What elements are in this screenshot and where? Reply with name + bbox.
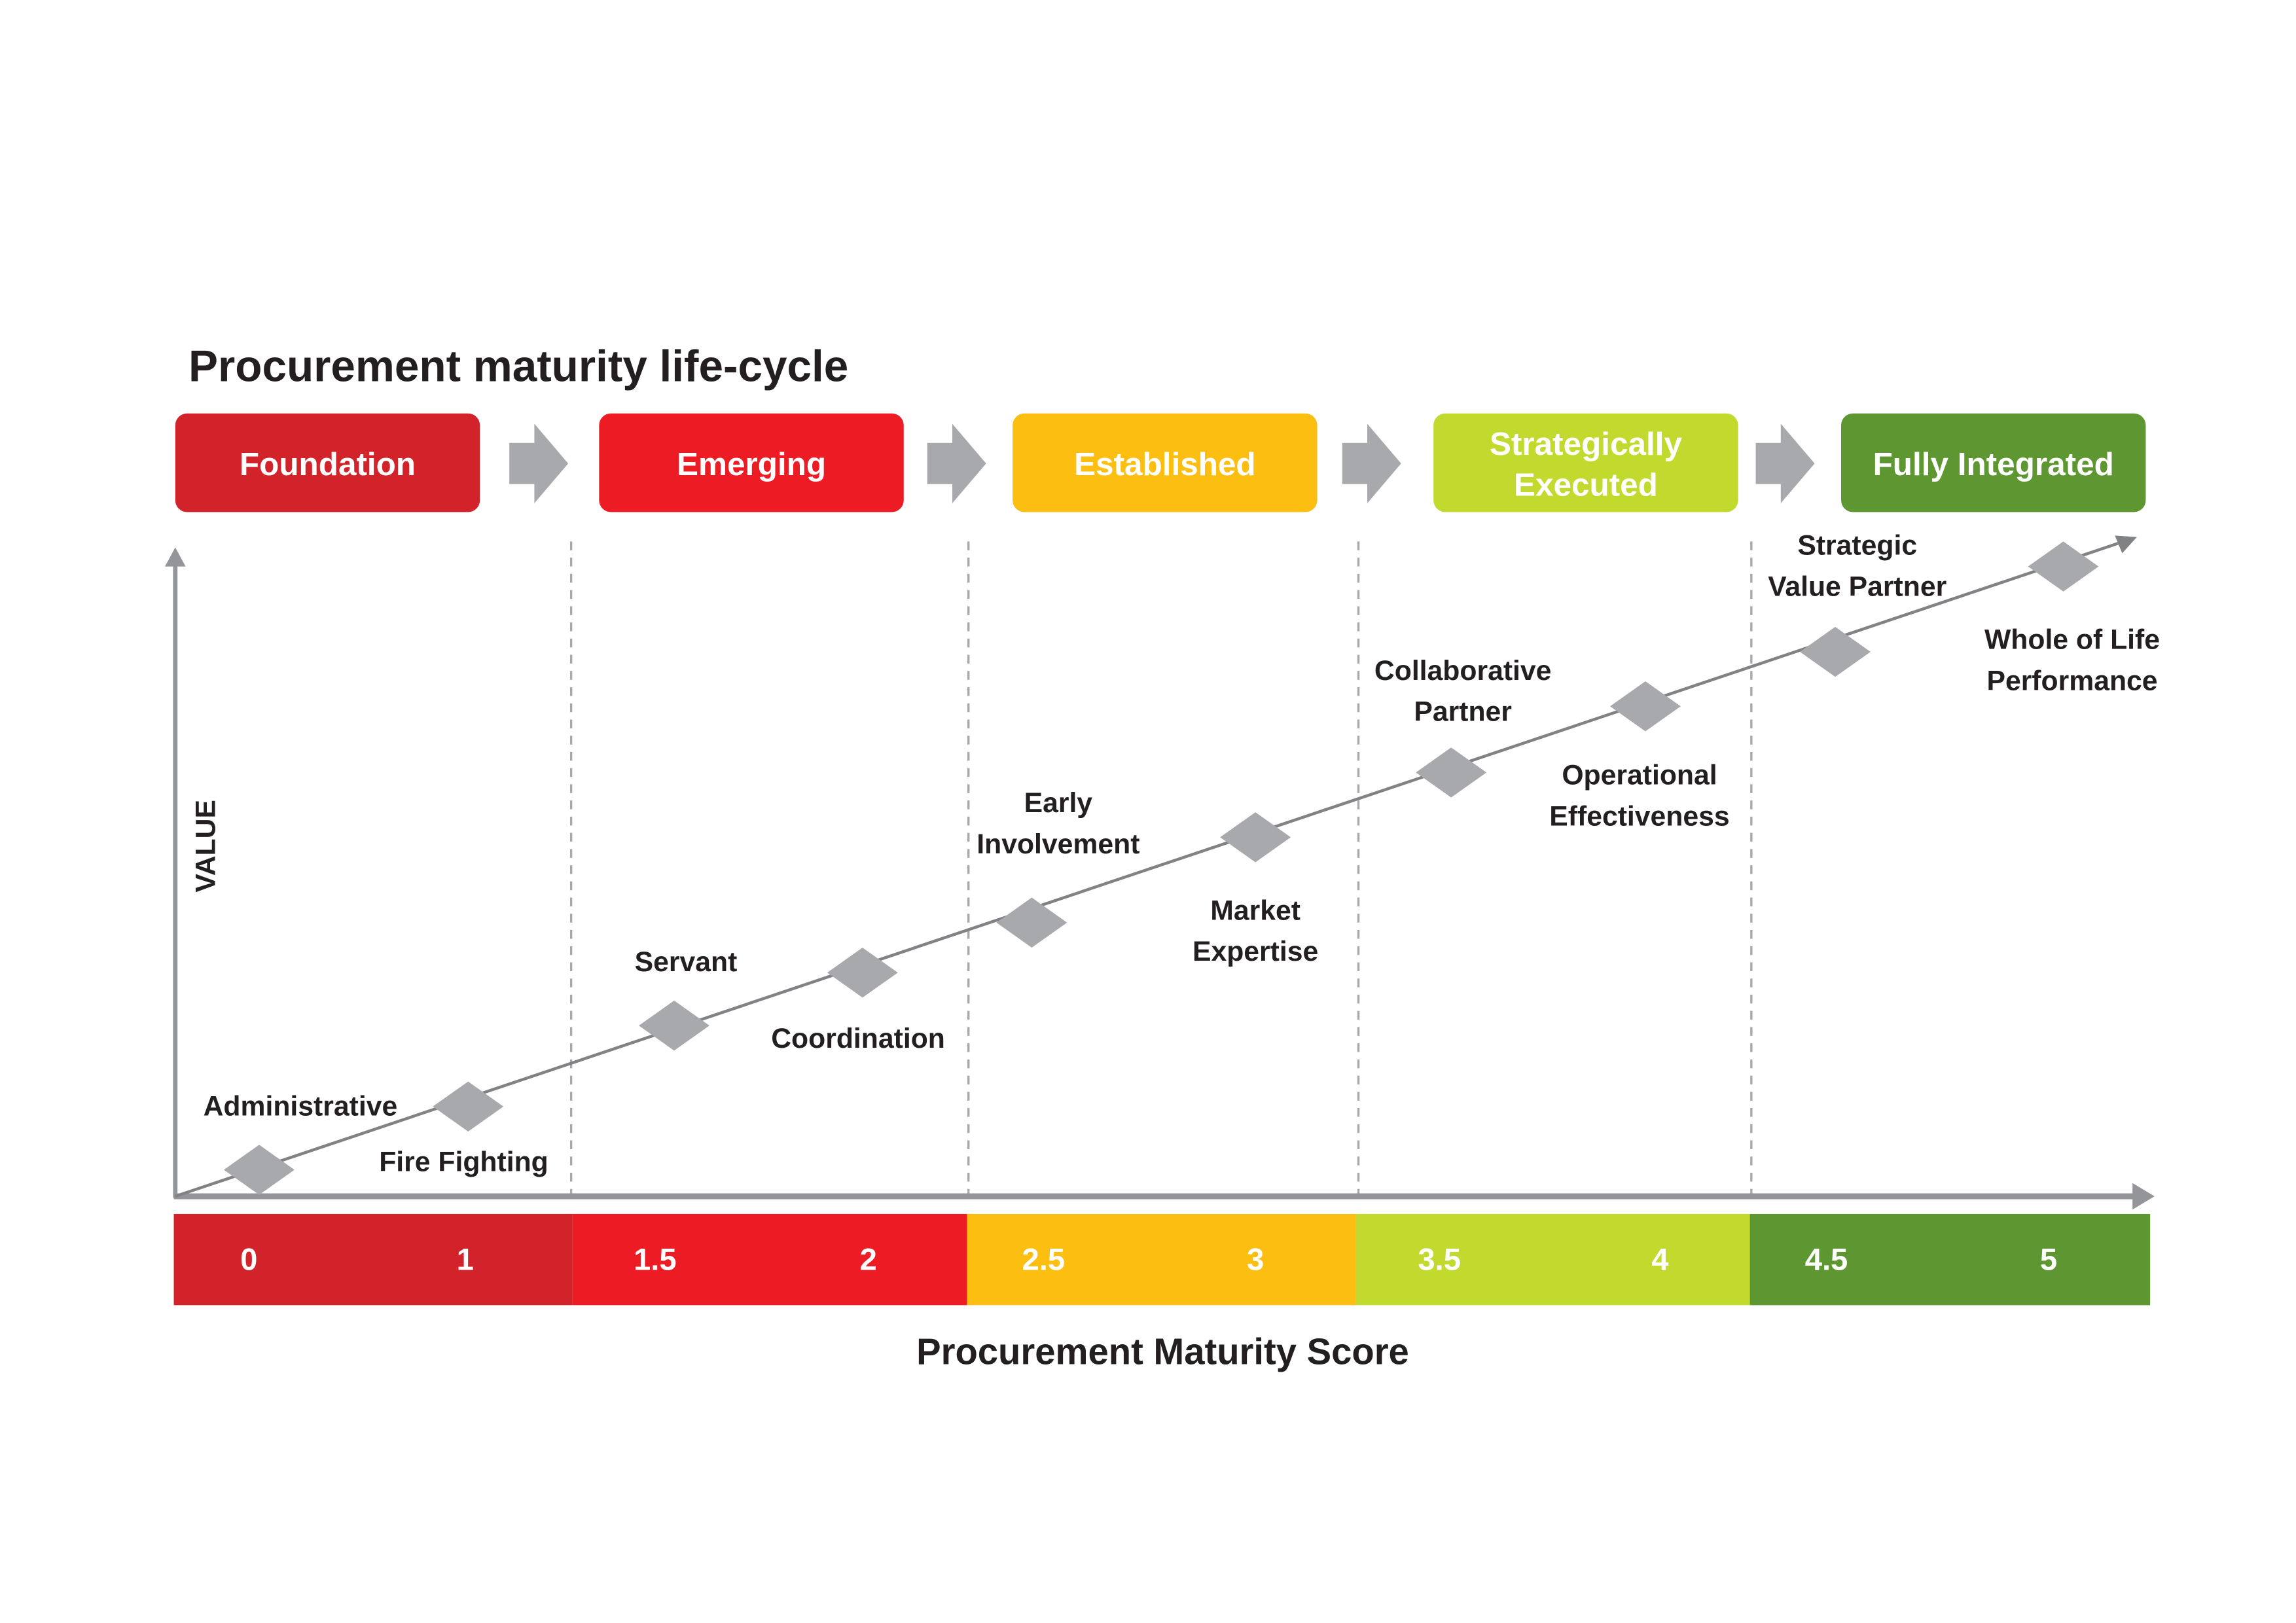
stage-box xyxy=(599,413,904,512)
stage-label: Executed xyxy=(1514,467,1658,503)
milestone-label: Performance xyxy=(1986,666,2157,697)
milestone-label: Operational xyxy=(1562,759,1717,791)
score-band: 1.5 2 xyxy=(572,1213,967,1306)
score-band-fill xyxy=(1749,1213,2151,1306)
milestone-label: Coordination xyxy=(771,1023,945,1054)
score-band-fill xyxy=(572,1213,967,1306)
stage-emerging: Emerging xyxy=(599,413,904,512)
milestone-diamond-icon xyxy=(2028,541,2099,592)
milestone-diamond-icon xyxy=(223,1145,295,1195)
milestone-diamond-icon xyxy=(1800,626,1871,677)
stage-box xyxy=(1841,413,2146,512)
score-tick-label: 1.5 xyxy=(634,1242,677,1277)
milestone-label: Strategic xyxy=(1797,530,1917,562)
stage-fully-integrated: Fully Integrated xyxy=(1841,413,2146,512)
milestone-label: Administrative xyxy=(204,1090,398,1122)
milestone-diamond-icon xyxy=(639,1000,709,1051)
trend-line xyxy=(175,535,2137,1198)
milestone-diamond-icon xyxy=(1220,812,1291,863)
milestone-label: Fire Fighting xyxy=(379,1147,548,1178)
stage-strategically-executed: Strategically Executed xyxy=(1433,413,1738,512)
milestone-label: Whole of Life xyxy=(1984,624,2160,656)
milestone-administrative: Administrative xyxy=(204,1090,398,1195)
milestone-coordination: Coordination xyxy=(771,947,945,1054)
stage-box xyxy=(175,413,480,512)
stage-arrow-icon xyxy=(927,423,986,503)
milestone-early-involvement: Early Involvement xyxy=(977,787,1139,948)
stage-label: Emerging xyxy=(677,446,826,482)
milestone-servant: Servant xyxy=(635,946,738,1051)
score-band-fill xyxy=(967,1213,1356,1306)
milestones: Administrative Fire Fighting Servant Coordi… xyxy=(204,530,2160,1195)
milestone-label: Collaborative xyxy=(1374,655,1552,687)
score-tick-label: 2 xyxy=(860,1242,877,1277)
score-band-fill xyxy=(173,1213,573,1306)
milestone-label: Value Partner xyxy=(1768,571,1946,603)
score-tick-label: 3 xyxy=(1247,1242,1264,1277)
score-tick-label: 5 xyxy=(2040,1242,2057,1277)
milestone-diamond-icon xyxy=(1610,681,1681,732)
x-axis-label: Procurement Maturity Score xyxy=(916,1330,1409,1372)
milestone-strategic-value-partner: Strategic Value Partner xyxy=(1768,530,1946,677)
score-tick-label: 3.5 xyxy=(1418,1242,1461,1277)
milestone-label: Servant xyxy=(635,946,738,978)
milestone-fire-fighting: Fire Fighting xyxy=(379,1081,548,1178)
milestone-label: Involvement xyxy=(977,829,1139,860)
stage-arrow-icon xyxy=(1755,423,1815,503)
stage-box xyxy=(1013,413,1318,512)
stage-established: Established xyxy=(1013,413,1318,512)
milestone-market-expertise: Market Expertise xyxy=(1193,812,1318,967)
stage-label: Established xyxy=(1074,446,1256,482)
score-tick-label: 4 xyxy=(1651,1242,1668,1277)
milestone-label: Effectiveness xyxy=(1549,800,1729,832)
score-tick-label: 2.5 xyxy=(1022,1242,1066,1277)
score-tick-label: 4.5 xyxy=(1805,1242,1848,1277)
stage-label: Fully Integrated xyxy=(1873,446,2114,482)
milestone-label: Market xyxy=(1210,895,1300,926)
stage-label: Foundation xyxy=(240,446,416,482)
milestone-diamond-icon xyxy=(827,947,898,998)
score-band: 3.5 4 xyxy=(1355,1213,1750,1306)
milestone-label: Partner xyxy=(1414,696,1512,728)
milestone-label: Expertise xyxy=(1193,936,1318,967)
stage-arrow-icon xyxy=(1342,423,1401,503)
trend-arrowhead-icon xyxy=(2115,535,2137,554)
score-band-fill xyxy=(1355,1213,1750,1306)
score-tick-label: 1 xyxy=(457,1242,474,1277)
diagram-title: Procurement maturity life-cycle xyxy=(188,342,848,391)
score-band: 2.5 3 xyxy=(967,1213,1356,1306)
milestone-diamond-icon xyxy=(996,897,1067,948)
stage-row: Foundation Emerging Established Strategical… xyxy=(175,413,2146,512)
stage-arrow-icon xyxy=(509,423,569,503)
y-axis-arrowhead-icon xyxy=(165,547,186,567)
milestone-collaborative-partner: Collaborative Partner xyxy=(1374,655,1552,798)
milestone-whole-of-life-performance: Whole of Life Performance xyxy=(1984,541,2160,697)
stage-box xyxy=(1433,413,1738,512)
milestone-operational-effectiveness: Operational Effectiveness xyxy=(1549,681,1730,832)
score-band: 4.5 5 xyxy=(1749,1213,2151,1306)
axes xyxy=(165,547,2155,1210)
stage-dividers xyxy=(569,541,1753,1196)
stage-label: Strategically xyxy=(1490,426,1683,462)
milestone-diamond-icon xyxy=(1416,747,1487,798)
score-bar: 0 1 1.5 2 2.5 3 3.5 4 4.5 5 xyxy=(173,1213,2151,1306)
x-axis-arrowhead-icon xyxy=(2132,1183,2155,1210)
stage-foundation: Foundation xyxy=(175,413,480,512)
y-axis-label: VALUE xyxy=(190,800,222,893)
milestone-diamond-icon xyxy=(433,1081,504,1132)
milestone-label: Early xyxy=(1024,787,1093,819)
score-tick-label: 0 xyxy=(240,1242,257,1277)
